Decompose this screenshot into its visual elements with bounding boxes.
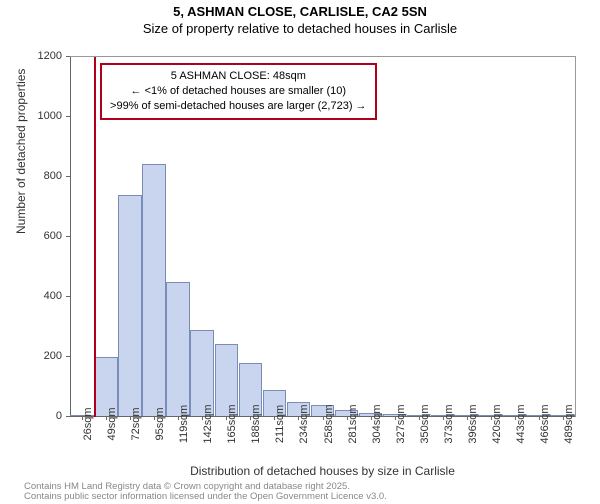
x-tick-label: 26sqm <box>82 407 94 440</box>
x-tick <box>539 416 540 420</box>
x-tick <box>82 416 83 420</box>
x-tick-label: 443sqm <box>515 404 527 443</box>
x-tick-label: 72sqm <box>130 407 142 440</box>
x-tick <box>515 416 516 420</box>
y-tick <box>66 116 70 117</box>
histogram-bar <box>142 164 166 418</box>
x-tick <box>323 416 324 420</box>
x-tick <box>298 416 299 420</box>
annotation-line2: ← <1% of detached houses are smaller (10… <box>110 84 367 99</box>
x-tick-label: 211sqm <box>274 405 286 443</box>
x-tick <box>202 416 203 420</box>
annotation-line1: 5 ASHMAN CLOSE: 48sqm <box>110 69 367 84</box>
y-tick-label: 800 <box>0 170 62 182</box>
chart-subtitle: Size of property relative to detached ho… <box>0 21 600 36</box>
y-tick-label: 600 <box>0 230 62 242</box>
annotation-line3: >99% of semi-detached houses are larger … <box>110 99 367 114</box>
x-tick <box>130 416 131 420</box>
x-tick-label: 258sqm <box>323 404 335 443</box>
x-tick <box>154 416 155 420</box>
x-tick-label: 142sqm <box>202 404 214 443</box>
x-tick-label: 350sqm <box>419 404 431 443</box>
chart-title: 5, ASHMAN CLOSE, CARLISLE, CA2 5SN <box>0 4 600 19</box>
x-tick-label: 95sqm <box>154 407 166 440</box>
x-tick <box>178 416 179 420</box>
x-tick <box>395 416 396 420</box>
annotation-box: 5 ASHMAN CLOSE: 48sqm ← <1% of detached … <box>100 63 377 120</box>
x-tick <box>371 416 372 420</box>
y-axis-title: Number of detached properties <box>14 69 28 234</box>
x-tick-label: 420sqm <box>491 404 503 443</box>
x-tick-label: 304sqm <box>371 404 383 443</box>
property-marker-line <box>94 57 96 417</box>
footer-line2: Contains public sector information licen… <box>24 492 387 502</box>
y-tick <box>66 56 70 57</box>
x-tick <box>467 416 468 420</box>
plot-area: 5 ASHMAN CLOSE: 48sqm ← <1% of detached … <box>70 56 576 417</box>
x-tick-label: 327sqm <box>395 404 407 443</box>
x-tick <box>347 416 348 420</box>
x-tick <box>419 416 420 420</box>
y-tick <box>66 296 70 297</box>
x-axis-title: Distribution of detached houses by size … <box>70 464 575 478</box>
x-tick-label: 396sqm <box>467 404 479 443</box>
x-tick-label: 188sqm <box>250 404 262 443</box>
x-tick <box>491 416 492 420</box>
x-tick <box>443 416 444 420</box>
y-tick <box>66 176 70 177</box>
x-tick-label: 234sqm <box>298 404 310 443</box>
x-tick-label: 165sqm <box>226 404 238 443</box>
x-tick <box>226 416 227 420</box>
x-tick-label: 119sqm <box>178 405 190 443</box>
x-ticks: 26sqm49sqm72sqm95sqm119sqm142sqm165sqm18… <box>70 416 575 471</box>
y-tick-label: 200 <box>0 350 62 362</box>
x-tick <box>274 416 275 420</box>
x-tick-label: 373sqm <box>443 404 455 443</box>
histogram-bar <box>166 282 190 417</box>
y-tick <box>66 356 70 357</box>
y-tick-label: 1200 <box>0 50 62 62</box>
y-tick-label: 1000 <box>0 110 62 122</box>
y-tick-label: 0 <box>0 410 62 422</box>
x-tick-label: 49sqm <box>106 407 118 440</box>
x-tick <box>106 416 107 420</box>
histogram-bar <box>118 195 142 417</box>
x-tick-label: 466sqm <box>539 404 551 443</box>
x-tick-label: 281sqm <box>347 404 359 443</box>
y-tick <box>66 236 70 237</box>
x-tick <box>563 416 564 420</box>
x-tick <box>250 416 251 420</box>
x-tick-label: 489sqm <box>563 404 575 443</box>
y-tick-label: 400 <box>0 290 62 302</box>
